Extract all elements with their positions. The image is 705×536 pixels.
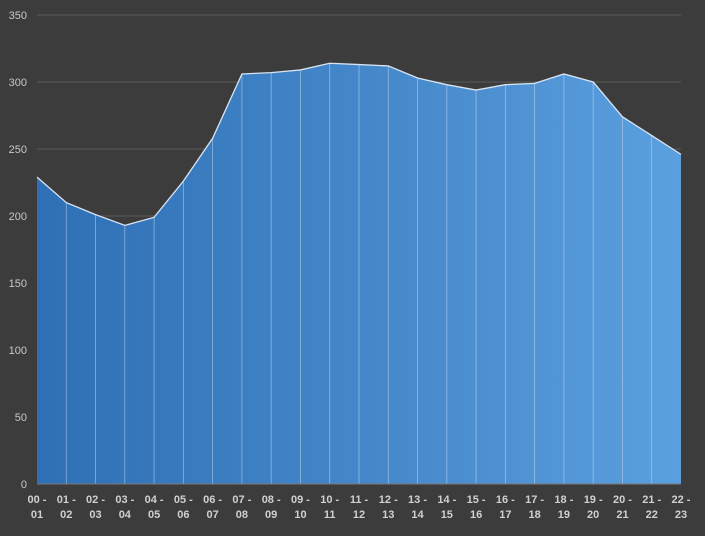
y-tick-label-100: 100	[9, 345, 27, 357]
x-tick-label-21: 21 - 22	[642, 494, 661, 521]
x-tick-label-9: 09 - 10	[291, 494, 310, 521]
x-tick-label-line1: 07 -	[232, 494, 251, 506]
x-tick-label-2: 02 - 03	[86, 494, 105, 521]
x-tick-label-line1: 15 -	[467, 494, 486, 506]
x-tick-label-line1: 00 -	[28, 494, 47, 506]
x-tick-label-line1: 06 -	[203, 494, 222, 506]
x-tick-label-17: 17 - 18	[525, 494, 544, 521]
x-tick-label-line2: 14	[411, 509, 424, 521]
x-tick-label-line2: 21	[616, 509, 628, 521]
x-tick-label-line1: 20 -	[613, 494, 632, 506]
x-tick-label-line1: 11 -	[350, 494, 369, 506]
x-tick-label-line1: 19 -	[584, 494, 603, 506]
x-tick-label-line2: 04	[119, 509, 132, 521]
x-tick-label-line1: 09 -	[291, 494, 310, 506]
x-tick-label-8: 08 - 09	[262, 494, 281, 521]
x-tick-label-line2: 05	[148, 509, 160, 521]
x-tick-label-line1: 16 -	[496, 494, 515, 506]
x-tick-label-6: 06 - 07	[203, 494, 222, 521]
x-tick-label-14: 14 - 15	[437, 494, 456, 521]
y-tick-label-150: 150	[9, 278, 27, 290]
x-tick-label-12: 12 - 13	[379, 494, 398, 521]
x-tick-label-line2: 02	[60, 509, 72, 521]
x-tick-label-line2: 09	[265, 509, 277, 521]
x-tick-label-1: 01 - 02	[57, 494, 76, 521]
y-tick-label-250: 250	[9, 144, 27, 156]
x-tick-label-line1: 02 -	[86, 494, 105, 506]
x-tick-label-line2: 11	[324, 509, 336, 521]
x-tick-label-line2: 20	[587, 509, 599, 521]
x-tick-label-line1: 12 -	[379, 494, 398, 506]
x-tick-label-5: 05 - 06	[174, 494, 193, 521]
x-tick-label-line1: 18 -	[554, 494, 573, 506]
x-tick-label-line1: 01 -	[57, 494, 76, 506]
x-tick-label-line2: 12	[353, 509, 365, 521]
x-tick-label-22: 22 - 23	[672, 494, 691, 521]
x-tick-label-line2: 17	[499, 509, 511, 521]
x-tick-label-line1: 03 -	[115, 494, 134, 506]
x-tick-label-4: 04 - 05	[145, 494, 164, 521]
x-tick-label-13: 13 - 14	[408, 494, 427, 521]
x-tick-label-16: 16 - 17	[496, 494, 515, 521]
x-tick-label-line2: 18	[529, 509, 541, 521]
x-tick-label-line1: 10 -	[320, 494, 339, 506]
x-tick-label-line2: 22	[646, 509, 658, 521]
x-tick-label-7: 07 - 08	[232, 494, 251, 521]
x-tick-label-20: 20 - 21	[613, 494, 632, 521]
x-tick-label-line1: 05 -	[174, 494, 193, 506]
x-tick-label-line2: 19	[558, 509, 570, 521]
x-tick-label-18: 18 - 19	[554, 494, 573, 521]
x-tick-label-line1: 17 -	[525, 494, 544, 506]
x-tick-label-line2: 13	[382, 509, 394, 521]
y-tick-label-50: 50	[15, 412, 27, 424]
y-tick-label-350: 350	[9, 10, 27, 22]
y-tick-label-300: 300	[9, 77, 27, 89]
x-tick-label-line1: 08 -	[262, 494, 281, 506]
x-tick-label-line2: 16	[470, 509, 482, 521]
y-tick-label-0: 0	[21, 479, 27, 491]
x-tick-label-line2: 03	[89, 509, 101, 521]
x-tick-label-line2: 01	[31, 509, 43, 521]
x-tick-label-line2: 06	[177, 509, 189, 521]
x-tick-label-15: 15 - 16	[467, 494, 486, 521]
x-tick-label-10: 10 - 11	[320, 494, 339, 521]
x-tick-label-0: 00 - 01	[28, 494, 47, 521]
x-tick-label-11: 11 - 12	[350, 494, 369, 521]
category-dividers	[66, 63, 651, 484]
x-tick-label-line1: 13 -	[408, 494, 427, 506]
y-axis-tick-labels: 0 50 100 150 200 250 300 350	[9, 10, 27, 491]
x-tick-label-line2: 08	[236, 509, 248, 521]
x-tick-label-line2: 15	[441, 509, 453, 521]
x-tick-label-line2: 07	[207, 509, 219, 521]
x-tick-label-3: 03 - 04	[115, 494, 134, 521]
x-tick-label-line2: 10	[294, 509, 306, 521]
x-tick-label-line1: 22 -	[672, 494, 691, 506]
x-tick-label-19: 19 - 20	[584, 494, 603, 521]
y-tick-label-200: 200	[9, 211, 27, 223]
x-tick-label-line1: 04 -	[145, 494, 164, 506]
x-tick-label-line1: 14 -	[437, 494, 456, 506]
x-axis-tick-labels: 00 - 01 01 - 02 02 - 03 03 - 04 04 - 05 05 - 06 06 -…	[28, 494, 691, 521]
x-tick-label-line2: 23	[675, 509, 687, 521]
x-tick-label-line1: 21 -	[642, 494, 661, 506]
